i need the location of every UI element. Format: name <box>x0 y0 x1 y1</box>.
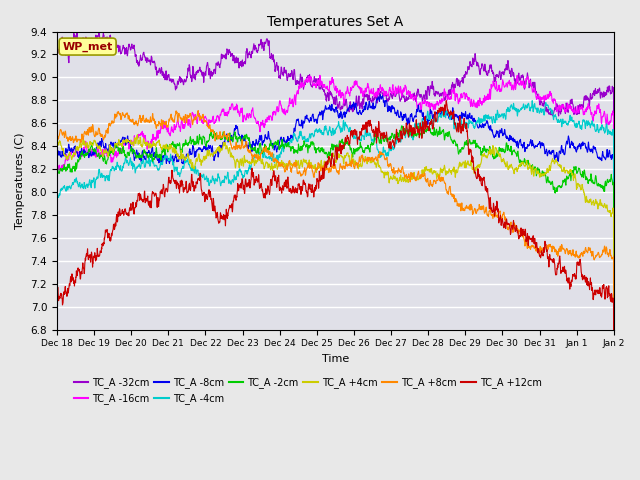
TC_A +4cm <box>309 165 317 170</box>
Line: TC_A +8cm: TC_A +8cm <box>57 110 614 480</box>
Legend: TC_A -32cm, TC_A -16cm, TC_A -8cm, TC_A -4cm, TC_A -2cm, TC_A +4cm, TC_A +8cm, T: TC_A -32cm, TC_A -16cm, TC_A -8cm, TC_A … <box>70 373 545 408</box>
TC_A -4cm <box>594 122 602 128</box>
TC_A -2cm <box>594 183 602 189</box>
TC_A -4cm <box>529 98 536 104</box>
TC_A -4cm <box>594 127 602 133</box>
TC_A +8cm <box>53 458 61 464</box>
TC_A -8cm <box>594 154 602 160</box>
TC_A +4cm <box>324 158 332 164</box>
TC_A -16cm <box>316 72 324 78</box>
TC_A -2cm <box>309 140 317 145</box>
TC_A -16cm <box>81 140 89 146</box>
TC_A +8cm <box>492 209 500 215</box>
Line: TC_A -8cm: TC_A -8cm <box>57 95 614 476</box>
X-axis label: Time: Time <box>322 354 349 364</box>
TC_A -8cm <box>376 92 384 97</box>
Title: Temperatures Set A: Temperatures Set A <box>268 15 403 29</box>
TC_A -32cm <box>492 77 500 83</box>
TC_A -2cm <box>324 155 332 160</box>
TC_A +4cm <box>81 142 89 147</box>
TC_A -16cm <box>324 87 332 93</box>
TC_A +4cm <box>594 205 602 211</box>
Line: TC_A -16cm: TC_A -16cm <box>57 75 614 480</box>
TC_A -2cm <box>81 152 89 158</box>
TC_A -16cm <box>594 104 602 110</box>
TC_A -8cm <box>594 155 602 160</box>
TC_A -32cm <box>594 89 602 95</box>
TC_A -32cm <box>81 41 89 47</box>
TC_A +8cm <box>594 252 602 258</box>
TC_A +12cm <box>442 98 450 104</box>
TC_A -2cm <box>53 476 61 480</box>
TC_A +8cm <box>594 250 602 256</box>
TC_A -2cm <box>594 181 602 187</box>
TC_A +8cm <box>309 171 317 177</box>
TC_A +4cm <box>492 145 500 151</box>
TC_A -2cm <box>492 155 500 160</box>
TC_A -16cm <box>309 83 317 88</box>
TC_A +12cm <box>594 290 602 296</box>
TC_A +12cm <box>81 255 89 261</box>
TC_A -4cm <box>492 118 499 124</box>
TC_A -16cm <box>594 106 602 111</box>
TC_A -16cm <box>610 441 618 447</box>
TC_A -8cm <box>53 472 61 478</box>
TC_A -32cm <box>610 425 618 431</box>
TC_A -32cm <box>95 29 103 35</box>
TC_A +12cm <box>324 161 332 167</box>
TC_A +4cm <box>134 132 141 138</box>
TC_A -32cm <box>594 87 602 93</box>
TC_A -32cm <box>309 78 317 84</box>
Line: TC_A +12cm: TC_A +12cm <box>57 101 614 480</box>
TC_A +8cm <box>324 165 332 171</box>
Line: TC_A +4cm: TC_A +4cm <box>57 135 614 480</box>
TC_A +12cm <box>492 204 500 209</box>
TC_A -8cm <box>492 133 500 139</box>
TC_A +8cm <box>81 130 89 135</box>
TC_A -32cm <box>53 404 61 409</box>
Line: TC_A -4cm: TC_A -4cm <box>57 101 614 480</box>
TC_A -8cm <box>309 111 317 117</box>
Line: TC_A -2cm: TC_A -2cm <box>57 126 614 480</box>
Text: WP_met: WP_met <box>63 41 113 52</box>
TC_A +12cm <box>309 190 317 195</box>
Line: TC_A -32cm: TC_A -32cm <box>57 32 614 428</box>
TC_A -4cm <box>324 130 332 136</box>
TC_A +4cm <box>53 463 61 468</box>
TC_A -4cm <box>309 132 317 138</box>
TC_A -16cm <box>492 85 500 91</box>
TC_A -8cm <box>610 473 618 479</box>
TC_A -2cm <box>398 123 406 129</box>
TC_A -4cm <box>610 455 618 461</box>
TC_A +12cm <box>594 289 602 295</box>
TC_A -4cm <box>81 186 89 192</box>
TC_A +4cm <box>594 206 602 212</box>
TC_A +8cm <box>195 108 202 113</box>
TC_A -8cm <box>81 148 89 154</box>
Y-axis label: Temperatures (C): Temperatures (C) <box>15 132 25 229</box>
TC_A -8cm <box>324 106 332 112</box>
TC_A -32cm <box>324 90 332 96</box>
